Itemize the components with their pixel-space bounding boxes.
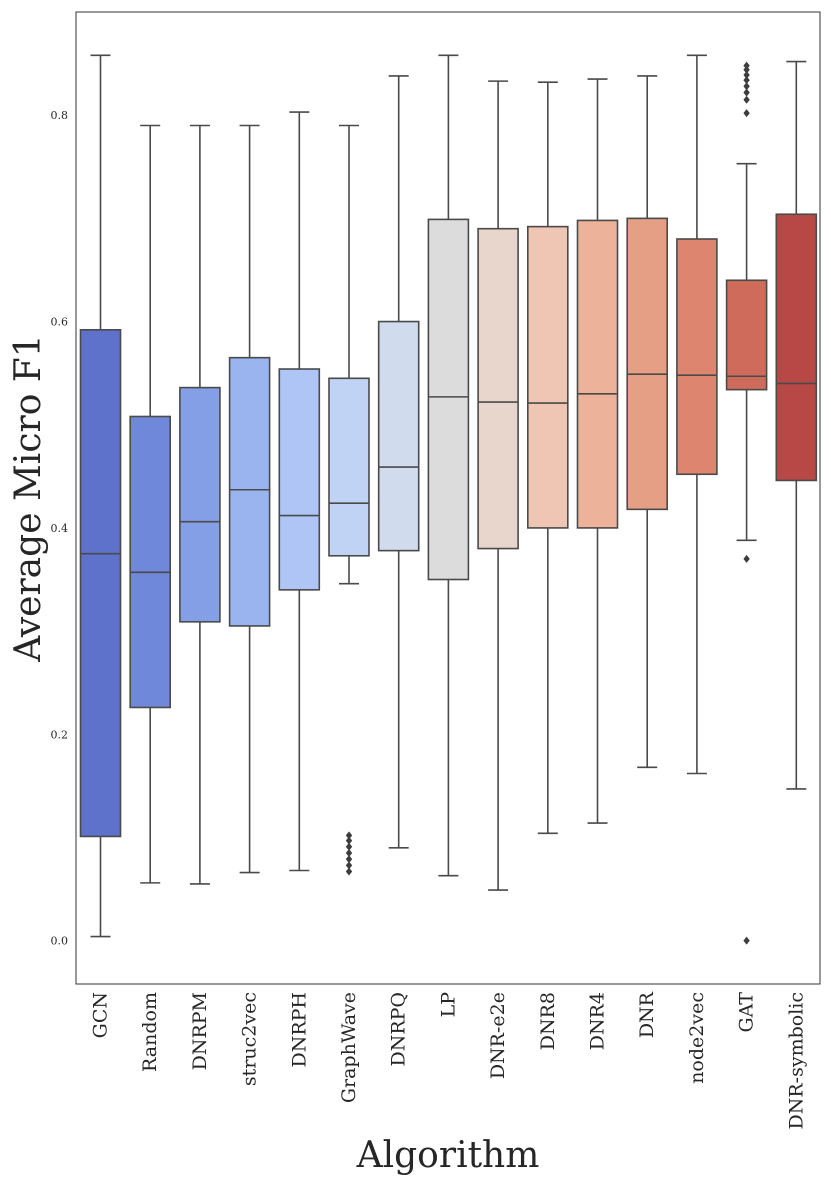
interquartile-box — [278, 368, 321, 591]
outlier-point — [743, 88, 750, 97]
interquartile-box — [179, 386, 221, 623]
x-category-label: struc2vec — [239, 992, 261, 1086]
box-gcn — [79, 54, 122, 938]
outlier-point — [743, 61, 750, 70]
box-struc2vec — [228, 124, 271, 874]
interquartile-box — [676, 238, 718, 476]
outlier-point — [345, 855, 353, 864]
x-category-label: GAT — [736, 992, 758, 1033]
x-category-label: DNR-symbolic — [785, 992, 807, 1129]
outlier-point — [345, 831, 353, 840]
box-lp — [427, 54, 470, 877]
x-category-label: DNR — [636, 991, 658, 1038]
box-dnr8 — [526, 81, 569, 835]
outlier-point — [743, 95, 750, 104]
outlier-point — [345, 836, 353, 845]
y-tick-label: 0.2 — [51, 728, 69, 741]
y-axis-title: Average Micro F1 — [8, 334, 49, 662]
y-tick-label: 0.6 — [51, 316, 69, 329]
y-tick-label: 0.8 — [51, 109, 69, 122]
interquartile-box — [377, 320, 420, 552]
outlier-point — [743, 554, 750, 563]
outlier-point — [743, 936, 750, 945]
box-dnr-symbolic — [775, 60, 818, 790]
outlier-point — [743, 82, 750, 91]
outlier-point — [743, 65, 750, 74]
box-dnr — [626, 75, 669, 769]
x-axis-title: Algorithm — [356, 1135, 540, 1176]
outlier-point — [743, 70, 750, 79]
box-gat — [725, 61, 768, 945]
outlier-point — [345, 848, 353, 857]
x-axis-categories: GCN Random DNRPM struc2vec DNRPH GraphWave DNR… — [90, 991, 808, 1129]
x-category-label: LP — [437, 992, 459, 1018]
x-category-label: DNR4 — [587, 992, 609, 1050]
interquartile-box — [775, 213, 818, 482]
interquartile-box — [228, 356, 271, 627]
interquartile-box — [477, 227, 519, 550]
interquartile-box — [576, 219, 619, 529]
box-graphwave — [328, 124, 370, 876]
outlier-point — [743, 76, 750, 85]
x-category-label: node2vec — [686, 992, 708, 1084]
x-category-label: DNR-e2e — [487, 992, 509, 1079]
box-dnrpm — [179, 124, 221, 885]
interquartile-box — [427, 218, 470, 581]
box-dnrph — [278, 111, 321, 872]
x-category-label: GCN — [90, 992, 112, 1038]
box-dnr-e2e — [477, 80, 519, 891]
outlier-point — [743, 109, 750, 118]
box-dnr4 — [576, 78, 619, 824]
y-tick-label: 0.4 — [51, 522, 69, 535]
outlier-point — [345, 842, 353, 851]
interquartile-box — [626, 217, 669, 511]
outlier-point — [345, 867, 353, 876]
x-category-label: DNR8 — [537, 992, 559, 1050]
box-dnrpq — [377, 75, 420, 849]
box-node2vec — [676, 54, 718, 775]
interquartile-box — [79, 329, 122, 838]
interquartile-box — [328, 377, 370, 557]
y-tick-label: 0.0 — [51, 935, 69, 948]
interquartile-box — [526, 225, 569, 529]
interquartile-box — [129, 415, 171, 709]
x-category-label: GraphWave — [338, 992, 360, 1103]
x-category-label: DNRPM — [189, 992, 211, 1070]
x-category-label: Random — [139, 992, 161, 1072]
x-category-label: DNRPH — [288, 992, 310, 1068]
box-series — [79, 54, 818, 945]
interquartile-box — [725, 279, 768, 391]
x-category-label: DNRPQ — [388, 992, 410, 1067]
outlier-point — [345, 861, 353, 870]
y-axis-ticks: 0.0 0.2 0.4 0.6 0.8 — [51, 109, 69, 947]
box-random — [129, 124, 171, 884]
